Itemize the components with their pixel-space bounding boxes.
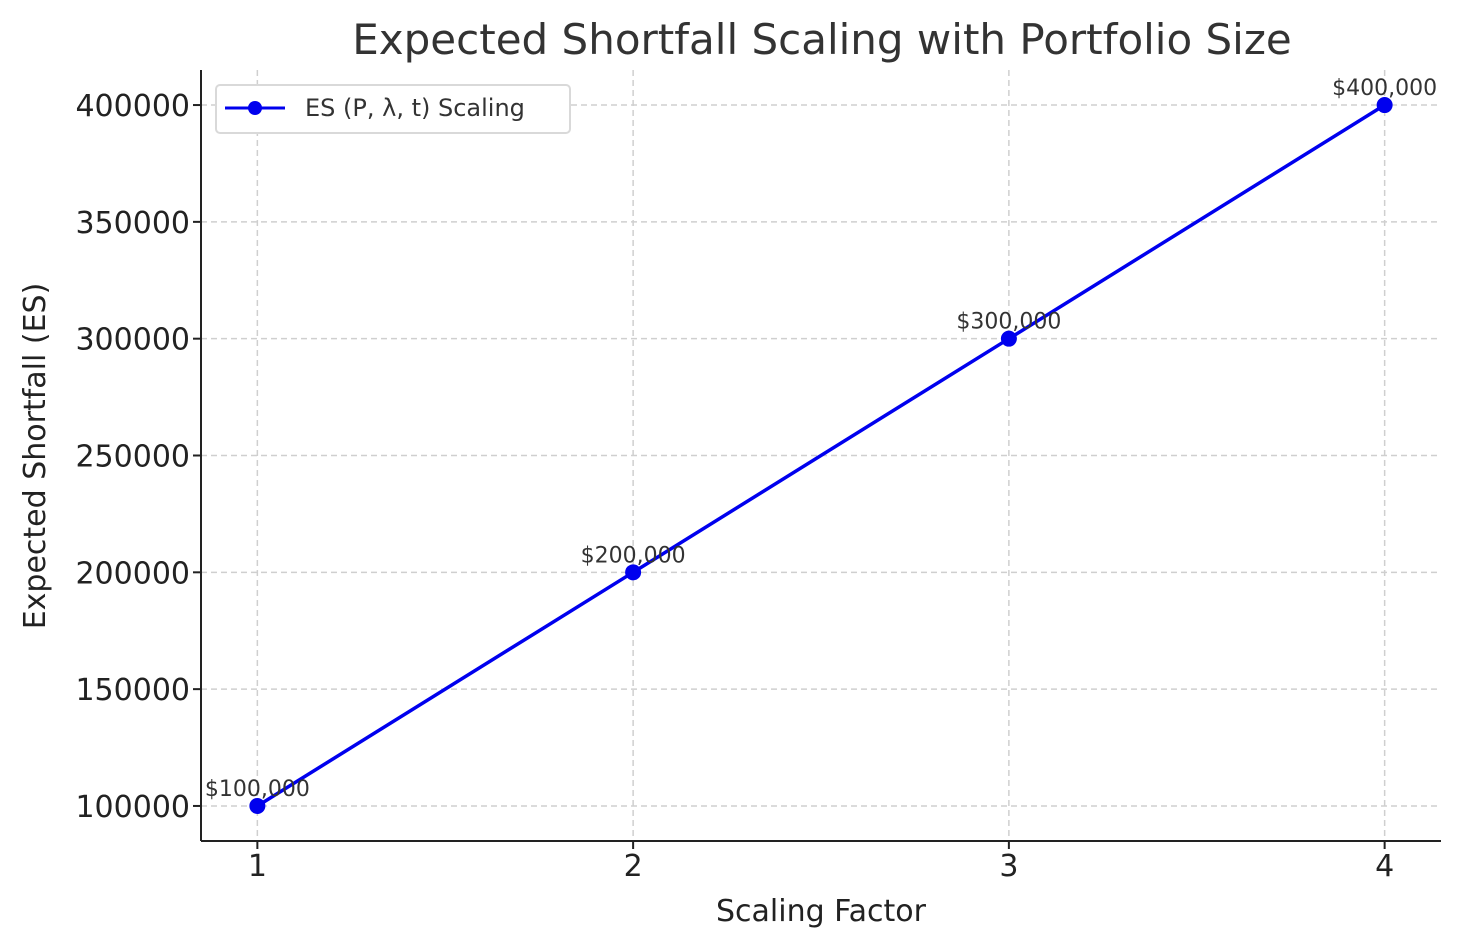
y-axis-title: Expected Shortfall (ES) <box>18 283 53 630</box>
data-labels: $100,000 $200,000 $300,000 $400,000 <box>205 76 1437 802</box>
data-point <box>249 797 266 814</box>
data-label: $200,000 <box>581 543 686 568</box>
y-tick-label: 400000 <box>75 89 190 124</box>
data-point <box>625 564 642 581</box>
axis-ticks: 1 2 3 4 100000 150000 200000 250000 300000 350000… <box>75 89 1394 884</box>
y-tick-label: 200000 <box>75 556 190 591</box>
legend: ES (P, λ, t) Scaling <box>215 84 571 134</box>
y-tick-label: 150000 <box>75 673 190 708</box>
data-point <box>1376 97 1393 114</box>
x-tick-label: 3 <box>999 849 1018 884</box>
data-label: $300,000 <box>956 310 1061 335</box>
grid-lines <box>201 70 1441 841</box>
series-line <box>255 103 1387 808</box>
series <box>249 97 1393 814</box>
data-point <box>1000 330 1017 347</box>
legend-circle-marker <box>248 101 262 115</box>
legend-box <box>215 84 571 134</box>
y-tick-label: 250000 <box>75 440 190 475</box>
x-tick-label: 4 <box>1375 849 1394 884</box>
chart-title: Expected Shortfall Scaling with Portfoli… <box>352 15 1291 64</box>
y-tick-label: 100000 <box>75 790 190 825</box>
y-tick-label: 300000 <box>75 323 190 358</box>
x-tick-label: 2 <box>624 849 643 884</box>
x-tick-label: 1 <box>248 849 267 884</box>
data-label: $400,000 <box>1332 76 1437 101</box>
y-tick-label: 350000 <box>75 206 190 241</box>
data-label: $100,000 <box>205 777 310 802</box>
x-axis-title: Scaling Factor <box>716 894 927 929</box>
legend-label: ES (P, λ, t) Scaling <box>305 94 525 122</box>
